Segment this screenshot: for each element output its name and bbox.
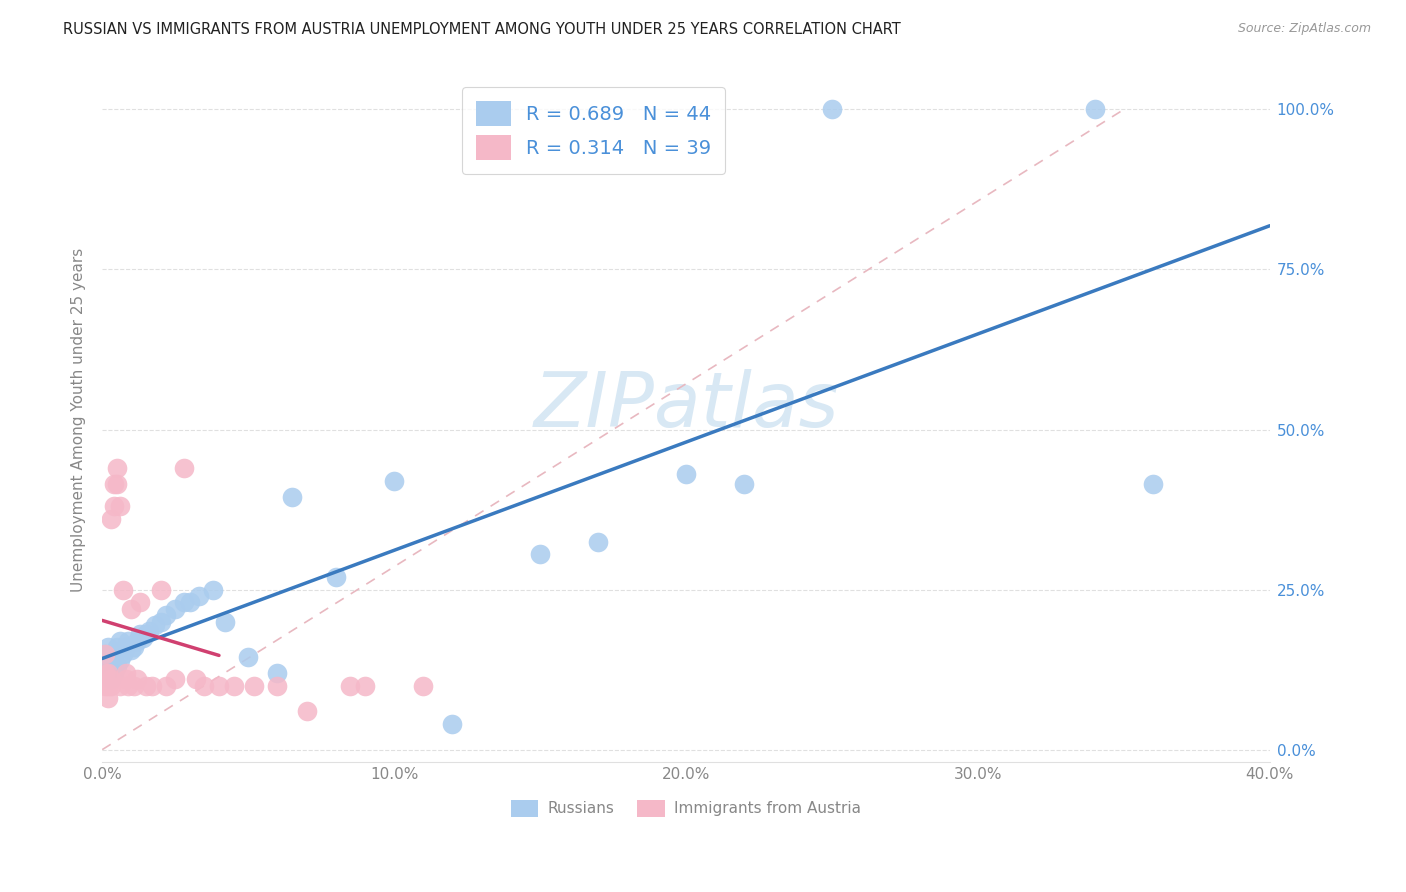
Point — [94, 665, 117, 680]
Text: Source: ZipAtlas.com: Source: ZipAtlas.com — [1237, 22, 1371, 36]
Point — [100, 672, 122, 686]
Point — [103, 665, 125, 680]
Point — [97, 640, 120, 655]
Point — [117, 679, 139, 693]
Point — [97, 679, 120, 693]
Point — [111, 582, 134, 597]
Point — [132, 631, 155, 645]
Point — [135, 627, 157, 641]
Text: ZIPatlas: ZIPatlas — [533, 369, 839, 443]
Point — [193, 679, 215, 693]
Point — [382, 474, 405, 488]
Point — [94, 679, 117, 693]
Point — [149, 615, 172, 629]
Point — [184, 672, 207, 686]
Point — [135, 679, 157, 693]
Point — [529, 547, 551, 561]
Point — [214, 615, 236, 629]
Point — [138, 624, 160, 639]
Point — [295, 704, 318, 718]
Point — [103, 477, 125, 491]
Point — [733, 477, 755, 491]
Point — [120, 643, 142, 657]
Point — [179, 595, 201, 609]
Point — [222, 679, 245, 693]
Point — [165, 672, 187, 686]
Point — [100, 672, 122, 686]
Point — [588, 534, 610, 549]
Point — [127, 633, 149, 648]
Point — [94, 665, 117, 680]
Point — [173, 595, 195, 609]
Point — [108, 653, 131, 667]
Point — [155, 679, 177, 693]
Point — [354, 679, 377, 693]
Point — [127, 672, 149, 686]
Point — [97, 691, 120, 706]
Point — [124, 679, 146, 693]
Point — [105, 461, 128, 475]
Point — [117, 633, 139, 648]
Point — [108, 500, 131, 514]
Point — [821, 103, 844, 117]
Point — [339, 679, 361, 693]
Point — [94, 647, 117, 661]
Legend: Russians, Immigrants from Austria: Russians, Immigrants from Austria — [505, 793, 868, 823]
Point — [173, 461, 195, 475]
Point — [111, 647, 134, 661]
Point — [114, 665, 136, 680]
Point — [103, 647, 125, 661]
Point — [243, 679, 266, 693]
Point — [100, 512, 122, 526]
Point — [100, 679, 122, 693]
Point — [108, 633, 131, 648]
Point — [266, 679, 288, 693]
Point — [441, 717, 464, 731]
Point — [105, 477, 128, 491]
Point — [208, 679, 231, 693]
Point — [129, 595, 152, 609]
Text: RUSSIAN VS IMMIGRANTS FROM AUSTRIA UNEMPLOYMENT AMONG YOUTH UNDER 25 YEARS CORRE: RUSSIAN VS IMMIGRANTS FROM AUSTRIA UNEMP… — [63, 22, 901, 37]
Point — [120, 602, 142, 616]
Point — [97, 665, 120, 680]
Point — [129, 627, 152, 641]
Point — [114, 640, 136, 655]
Point — [103, 500, 125, 514]
Point — [100, 653, 122, 667]
Point — [1084, 103, 1107, 117]
Point — [155, 608, 177, 623]
Point — [97, 659, 120, 673]
Y-axis label: Unemployment Among Youth under 25 years: Unemployment Among Youth under 25 years — [72, 248, 86, 592]
Point — [1142, 477, 1164, 491]
Point — [114, 672, 136, 686]
Point — [108, 679, 131, 693]
Point — [124, 640, 146, 655]
Point — [187, 589, 209, 603]
Point — [165, 602, 187, 616]
Point — [105, 659, 128, 673]
Point — [202, 582, 225, 597]
Point — [281, 490, 304, 504]
Point — [94, 647, 117, 661]
Point — [141, 679, 163, 693]
Point — [325, 570, 347, 584]
Point — [412, 679, 434, 693]
Point — [675, 467, 697, 482]
Point — [143, 617, 166, 632]
Point — [149, 582, 172, 597]
Point — [105, 640, 128, 655]
Point — [238, 649, 260, 664]
Point — [266, 665, 288, 680]
